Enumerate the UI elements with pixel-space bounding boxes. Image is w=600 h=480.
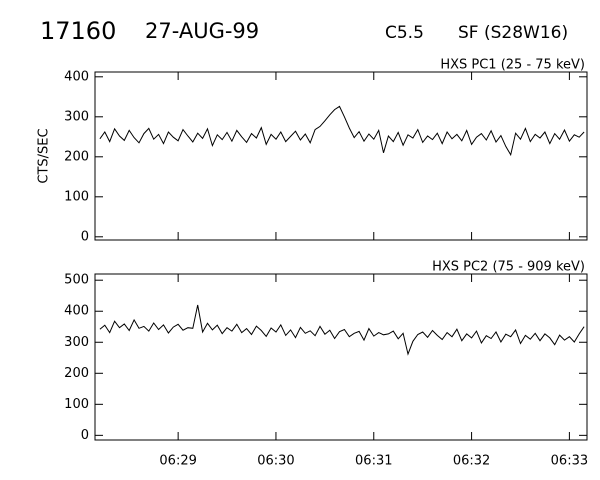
y-tick-label: 400 bbox=[64, 69, 89, 84]
panel-title: HXS PC2 (75 - 909 keV) bbox=[432, 260, 585, 275]
y-tick-label: 500 bbox=[64, 273, 89, 288]
x-tick-label: 06:33 bbox=[551, 454, 588, 469]
plot-frame bbox=[94, 273, 588, 441]
x-tick-label: 06:30 bbox=[257, 454, 294, 469]
x-tick-label: 06:29 bbox=[159, 454, 196, 469]
y-axis-label: CTS/SEC bbox=[37, 128, 52, 183]
x-tick-label: 06:32 bbox=[453, 454, 490, 469]
flare-location: SF (S28W16) bbox=[458, 23, 568, 43]
y-tick-label: 100 bbox=[64, 397, 89, 412]
panel-title: HXS PC1 (25 - 75 keV) bbox=[440, 58, 585, 73]
x-tick-label: 06:31 bbox=[355, 454, 392, 469]
y-tick-label: 400 bbox=[64, 304, 89, 319]
plot-frame bbox=[94, 71, 588, 241]
y-tick-label: 300 bbox=[64, 109, 89, 124]
y-tick-label: 200 bbox=[64, 149, 89, 164]
y-tick-label: 0 bbox=[81, 229, 89, 244]
flare-class: C5.5 bbox=[385, 23, 424, 43]
y-tick-label: 100 bbox=[64, 189, 89, 204]
data-line bbox=[99, 304, 585, 356]
y-tick-label: 0 bbox=[81, 428, 89, 443]
observation-date: 27-AUG-99 bbox=[145, 19, 259, 43]
y-tick-label: 200 bbox=[64, 366, 89, 381]
observation-number: 17160 bbox=[40, 17, 116, 45]
y-tick-label: 300 bbox=[64, 335, 89, 350]
data-line bbox=[99, 105, 585, 157]
